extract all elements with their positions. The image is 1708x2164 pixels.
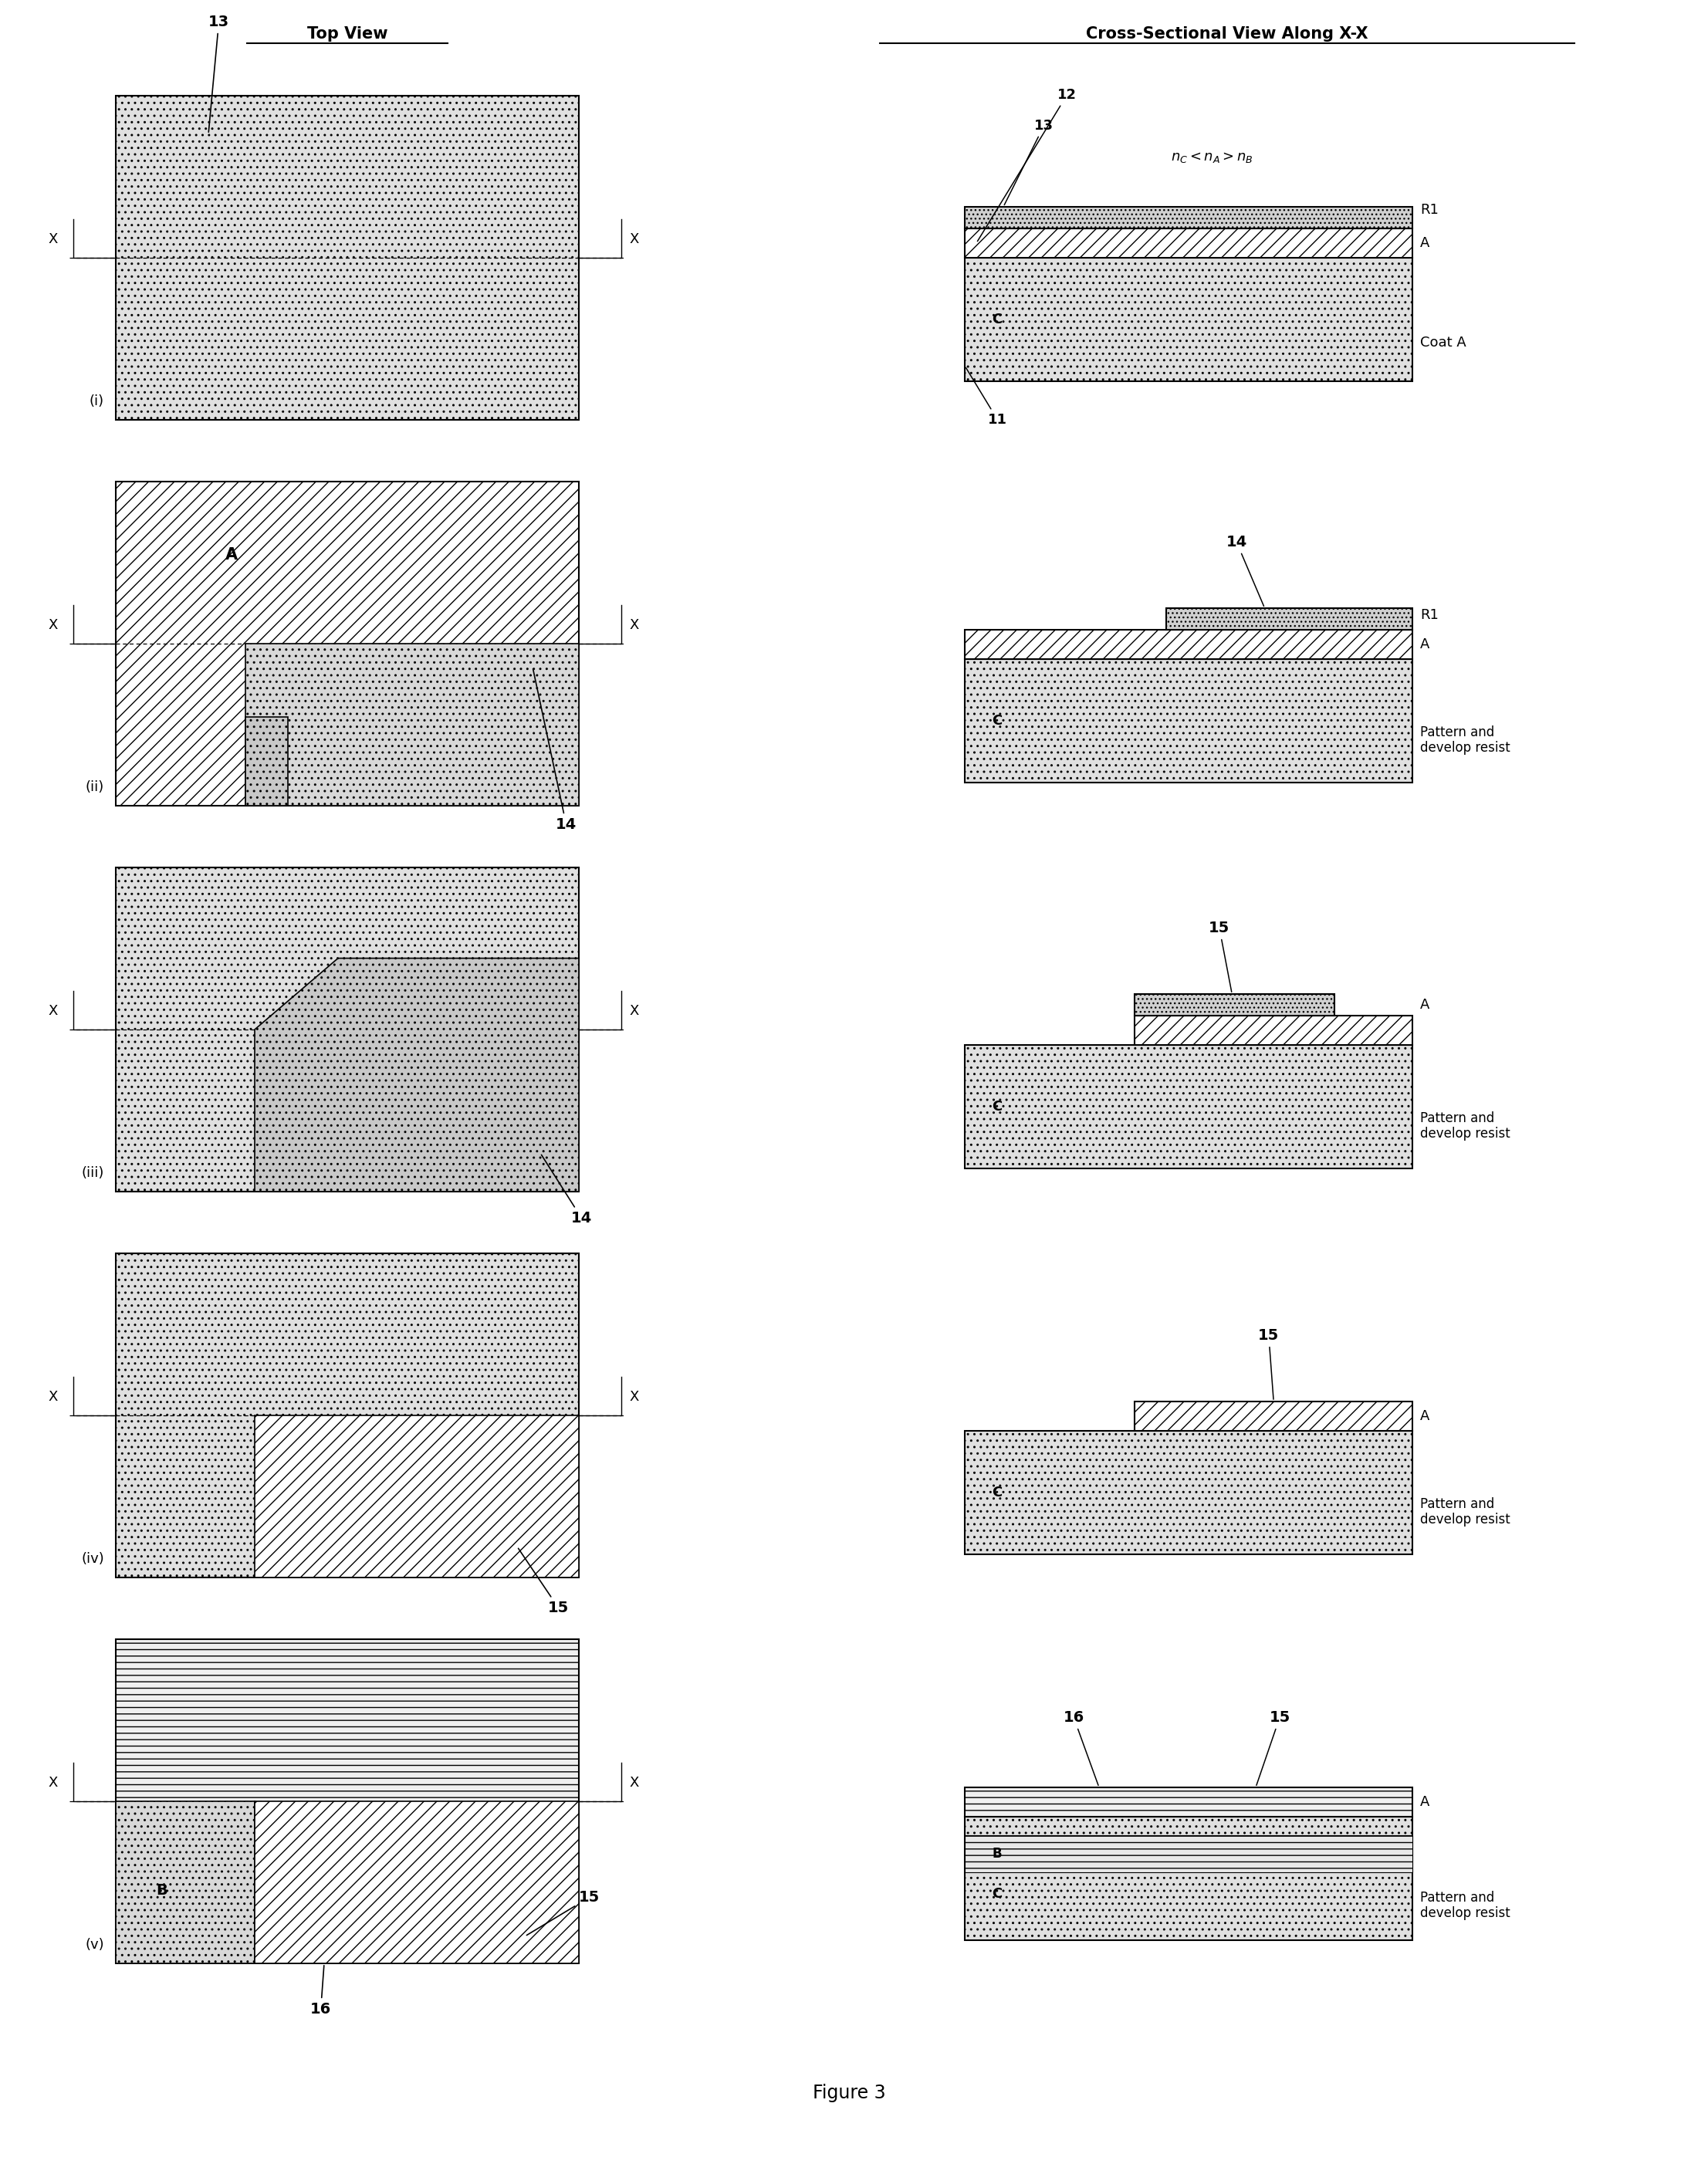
Text: Cross-Sectional View Along X-X: Cross-Sectional View Along X-X [1086, 26, 1368, 41]
Text: (i): (i) [89, 394, 104, 409]
Text: 15: 15 [518, 1549, 569, 1614]
Text: A: A [225, 547, 237, 563]
Text: 13: 13 [1004, 119, 1054, 206]
Text: R1: R1 [1419, 203, 1438, 216]
Bar [1167, 608, 1413, 630]
Text: C: C [992, 1099, 1003, 1114]
Text: X: X [48, 1777, 58, 1790]
Text: Coat A: Coat A [1419, 335, 1465, 351]
Text: 16: 16 [1064, 1710, 1098, 1785]
Text: 12: 12 [977, 89, 1076, 240]
Bar [116, 95, 579, 420]
Text: 15: 15 [526, 1889, 600, 1935]
Bar [116, 1800, 254, 1963]
Text: Pattern and
develop resist: Pattern and develop resist [1419, 725, 1510, 755]
Text: C: C [992, 312, 1003, 327]
Text: $n_C < n_A > n_B$: $n_C < n_A > n_B$ [1170, 151, 1254, 164]
Text: X: X [48, 619, 58, 632]
Bar [116, 1638, 579, 1963]
Text: X: X [48, 1004, 58, 1017]
Text: A: A [1419, 1409, 1430, 1424]
Bar [965, 208, 1413, 229]
Text: B: B [992, 1846, 1001, 1861]
Text: A: A [1419, 638, 1430, 651]
Text: Top View: Top View [307, 26, 388, 41]
Polygon shape [254, 959, 579, 1192]
Bar [965, 1818, 1413, 1941]
Bar [965, 1787, 1413, 1818]
Text: (v): (v) [85, 1939, 104, 1952]
Bar [1134, 993, 1334, 1015]
Bar [116, 1253, 579, 1578]
Text: Pattern and
develop resist: Pattern and develop resist [1419, 1497, 1510, 1528]
Text: 13: 13 [208, 15, 229, 132]
Bar [254, 1415, 579, 1578]
Text: R1: R1 [260, 755, 275, 766]
Bar [116, 868, 579, 1192]
Bar [246, 716, 289, 805]
Bar [965, 660, 1413, 783]
Text: (iv): (iv) [82, 1552, 104, 1567]
Bar [965, 1835, 1413, 1872]
Text: 15: 15 [1209, 920, 1231, 991]
Text: C: C [992, 714, 1003, 727]
Bar [246, 643, 579, 805]
Bar [965, 1430, 1413, 1554]
Text: X: X [629, 1004, 639, 1017]
Bar [965, 630, 1413, 660]
Text: 15: 15 [1257, 1710, 1290, 1785]
Text: Pattern and
develop resist: Pattern and develop resist [1419, 1891, 1510, 1919]
Bar [965, 229, 1413, 258]
Text: C: C [992, 1487, 1003, 1500]
Text: A: A [1419, 998, 1430, 1013]
Text: A: A [1419, 1796, 1430, 1809]
Text: Pattern and
develop resist: Pattern and develop resist [1419, 1110, 1510, 1140]
Text: X: X [48, 232, 58, 247]
Bar [965, 258, 1413, 381]
Text: X: X [629, 1389, 639, 1404]
Text: C: C [992, 1887, 1003, 1900]
Text: B: B [157, 1883, 167, 1898]
Bar [1134, 1015, 1413, 1045]
Bar [1134, 1402, 1413, 1430]
Bar [254, 1800, 579, 1963]
Text: A: A [1419, 236, 1430, 251]
Text: X: X [629, 619, 639, 632]
Text: X: X [629, 1777, 639, 1790]
Bar [965, 1045, 1413, 1169]
Text: 16: 16 [311, 1965, 331, 2017]
Text: R1: R1 [1419, 608, 1438, 621]
Text: 14: 14 [1226, 535, 1264, 606]
Text: (iii): (iii) [82, 1166, 104, 1179]
Bar [116, 483, 579, 805]
Text: X: X [48, 1389, 58, 1404]
Text: 14: 14 [533, 669, 577, 831]
Text: 14: 14 [541, 1156, 593, 1225]
Text: X: X [629, 232, 639, 247]
Text: 11: 11 [965, 368, 1008, 426]
Text: 15: 15 [1259, 1329, 1279, 1400]
Text: (ii): (ii) [85, 781, 104, 794]
Text: Figure 3: Figure 3 [813, 2084, 885, 2101]
